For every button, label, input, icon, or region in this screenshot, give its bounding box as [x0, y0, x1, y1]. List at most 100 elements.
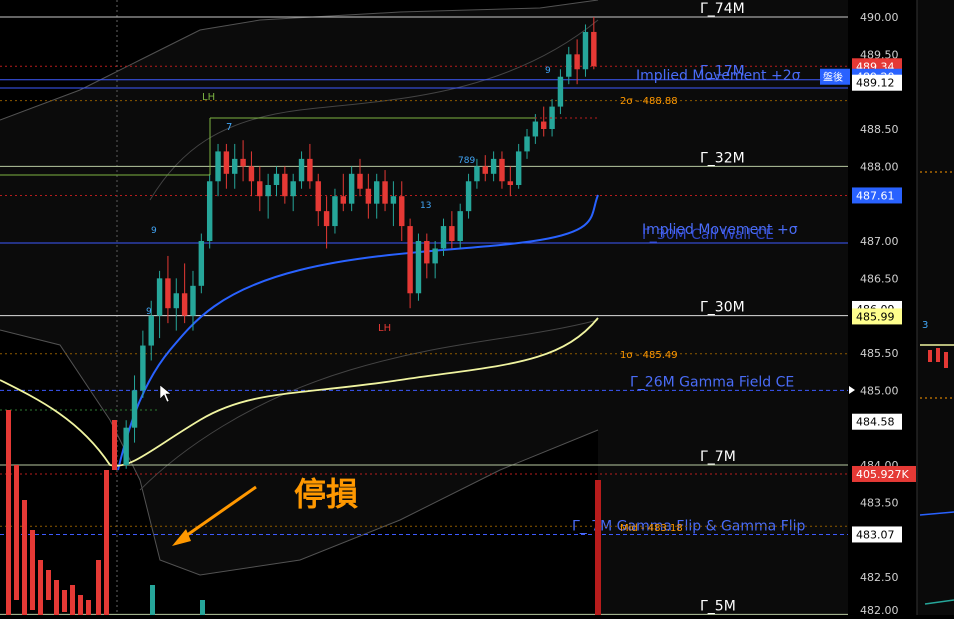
- candle-body[interactable]: [206, 181, 213, 242]
- candle-body[interactable]: [140, 345, 146, 391]
- candle-body[interactable]: [332, 196, 338, 227]
- candle-prev-session: [70, 585, 75, 615]
- secondary-pane: [917, 0, 954, 615]
- candle-body[interactable]: [591, 31, 597, 67]
- price-badge: [852, 187, 902, 204]
- candle-body[interactable]: [566, 54, 572, 77]
- candle-body[interactable]: [499, 158, 505, 182]
- candle-body[interactable]: [507, 181, 514, 186]
- candle-body[interactable]: [131, 390, 138, 428]
- candle-body[interactable]: [549, 106, 555, 130]
- candle-body[interactable]: [240, 158, 246, 167]
- candle-body[interactable]: [390, 196, 397, 204]
- marker-label: 9: [146, 307, 152, 317]
- candle-body[interactable]: [399, 196, 405, 227]
- candle-prev-session: [54, 580, 59, 615]
- candle-body[interactable]: [165, 278, 171, 309]
- candle-body[interactable]: [357, 173, 363, 189]
- price-badge: [852, 413, 902, 430]
- candle-body[interactable]: [198, 241, 205, 286]
- candle-body[interactable]: [440, 226, 447, 249]
- candle-body[interactable]: [574, 54, 580, 70]
- candle-body[interactable]: [215, 151, 221, 182]
- candle-body[interactable]: [524, 136, 530, 152]
- price-badge-tag-label: 盤後: [823, 71, 843, 84]
- candle-body[interactable]: [557, 76, 564, 107]
- candle-body[interactable]: [248, 166, 255, 182]
- marker-label: 9: [545, 66, 551, 76]
- candle-body[interactable]: [190, 285, 196, 316]
- candle-body[interactable]: [307, 158, 313, 182]
- overlay-label: Γ_30M Call Wall CE: [642, 227, 774, 243]
- y-axis-tick: 490.00: [860, 11, 899, 24]
- candle-prev-session: [150, 585, 155, 615]
- candle-body[interactable]: [273, 173, 280, 186]
- candle-body[interactable]: [490, 158, 497, 174]
- mouse-cursor-icon: [159, 384, 172, 403]
- candle-body[interactable]: [340, 196, 347, 204]
- price-badge-label: 405.927K: [856, 468, 909, 481]
- y-axis-tick: 485.00: [860, 384, 899, 397]
- candle-prev-session: [96, 560, 101, 615]
- candle-body[interactable]: [290, 181, 296, 197]
- stop-loss-annotation: 停損: [294, 475, 358, 513]
- candle-body[interactable]: [223, 151, 230, 174]
- gamma-level-label: Γ_7M: [700, 449, 736, 465]
- candle-body[interactable]: [415, 241, 422, 294]
- y-axis-tick: 488.50: [860, 123, 899, 136]
- price-badge: [852, 74, 902, 91]
- marker-label: 13: [420, 201, 431, 211]
- sigma-label: Mid - 483.18: [620, 523, 683, 534]
- candle-body[interactable]: [156, 278, 163, 316]
- y-axis-tick: 483.50: [860, 496, 899, 509]
- y-axis-tick: 482.50: [860, 571, 899, 584]
- candle-body[interactable]: [315, 181, 321, 212]
- candle-body[interactable]: [257, 181, 263, 197]
- candle-body[interactable]: [173, 293, 179, 309]
- candle-body[interactable]: [465, 181, 472, 212]
- candle-body[interactable]: [482, 166, 488, 174]
- marker-label: 789: [458, 156, 475, 166]
- candle-body[interactable]: [541, 121, 547, 130]
- pane2-candle: [944, 352, 948, 368]
- price-badge: [852, 308, 902, 325]
- y-axis-tick: 486.50: [860, 272, 899, 285]
- candle-body[interactable]: [382, 181, 388, 204]
- candle-body[interactable]: [373, 181, 380, 204]
- candle-body[interactable]: [474, 166, 480, 182]
- candle-body[interactable]: [365, 188, 372, 204]
- y-axis-tick: 487.00: [860, 235, 899, 248]
- candle-body[interactable]: [457, 211, 463, 242]
- candle-body[interactable]: [232, 158, 238, 174]
- pane2-line: [919, 511, 954, 516]
- candle-body[interactable]: [348, 173, 355, 204]
- candle-body[interactable]: [282, 173, 288, 197]
- sigma-label: 2σ - 488.88: [620, 96, 678, 107]
- y-axis-tick: 488.00: [860, 160, 899, 173]
- pane2-candle: [928, 350, 932, 362]
- candle-body[interactable]: [265, 185, 271, 197]
- yellow-curve: [0, 317, 599, 467]
- price-badge-label: 483.07: [856, 528, 895, 541]
- volume-bar: [595, 480, 601, 615]
- candle-body[interactable]: [532, 121, 539, 137]
- candle-prev-session: [30, 530, 35, 610]
- candle-body[interactable]: [298, 158, 305, 182]
- candle-body[interactable]: [582, 31, 589, 70]
- candle-prev-session: [6, 410, 11, 615]
- marker-label: LH: [378, 323, 391, 334]
- marker-label: 9: [151, 226, 157, 236]
- candle-body[interactable]: [123, 427, 129, 466]
- candle-body[interactable]: [407, 226, 413, 294]
- candle-body[interactable]: [449, 226, 455, 242]
- vwap-line: [117, 194, 599, 471]
- candle-body[interactable]: [432, 248, 438, 264]
- candle-body[interactable]: [148, 315, 154, 346]
- candle-body[interactable]: [323, 211, 330, 227]
- candle-body[interactable]: [424, 241, 430, 264]
- candle-body[interactable]: [181, 293, 188, 316]
- candle-body[interactable]: [515, 151, 522, 186]
- gamma-level-label: Γ_30M: [700, 300, 745, 316]
